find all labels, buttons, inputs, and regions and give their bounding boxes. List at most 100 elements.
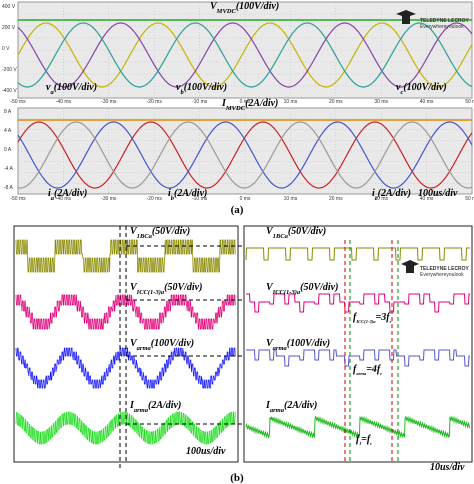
phase-voltage [17,22,473,88]
waveform-label: VICC(1-3)a(50V/div) [266,282,338,296]
x-tick-label: -40 ms [56,99,72,105]
label-part: (100V/div) [151,338,194,349]
x-tick-label: 50 ms [465,99,474,105]
label-part: (50V/div) [300,282,338,293]
waveform-label: VICC(1-3)a(50V/div) [130,282,202,296]
label-part: (2A/div) [284,400,317,411]
y-tick-label: -8 A [4,185,14,191]
label-part: I [221,98,227,109]
label-part: arma [356,371,367,376]
y-tick-label: 8 A [4,109,12,115]
x-tick-label: 0 ms [240,196,251,202]
phase-current [17,121,473,189]
label-part: arma [137,345,152,352]
label-part: f [353,364,358,375]
label-part: I [265,400,271,411]
brand: TELEDYNE LECROY [420,18,470,24]
waveform-label: farma=4fr [353,364,382,376]
x-tick-label: 40 ms [420,196,434,202]
label-part: =f [361,434,372,445]
y-tick-label: 200 V [2,25,16,31]
label-part: 10us/div [430,462,465,473]
label-part: ICC(1-3)a [355,319,376,324]
label-part: v [176,82,181,93]
label-part: i [48,188,51,199]
label-part: 1BCa [273,233,289,240]
wave-iarm-zoom [245,415,471,439]
label-part: (100V/div) [54,82,97,93]
y-tick-label: 0 V [2,46,10,52]
label-part: =3f [376,312,392,323]
waveform-label: 100us/div [186,446,226,457]
label-part: arma [134,407,149,414]
label-part: (100V/div) [184,82,227,93]
label-part: V [130,226,138,237]
x-tick-label: -50 ms [10,99,26,105]
waveform-label: VMVDC(100V/div) [210,1,279,15]
label-part: V [130,282,138,293]
x-tick-label: -50 ms [10,196,26,202]
waveform-label: 100us/div [418,188,458,199]
label-part: V [266,282,274,293]
label-part: V [130,338,138,349]
label-part: f [353,312,358,323]
label-part: i [168,188,171,199]
x-tick-label: -20 ms [147,196,163,202]
waveform-label: vc(100V/div) [396,82,447,96]
label-part: (50V/div) [152,226,190,237]
waveform-label: vb(100V/div) [176,82,227,96]
label-part: (100V/div) [403,82,446,93]
label-part: r [390,319,392,324]
tagline: Everywhereyoulook [420,24,464,30]
label-part: MVDC [225,105,246,112]
label-part: 100us/div [186,446,226,457]
label-part: a [51,195,55,202]
waveform-label: fI=fr [356,434,372,446]
wave-vicc-zoom [246,293,470,313]
label-part: f [356,434,361,445]
waveform-label: ic(2A/div) [372,188,411,202]
label-part: (2A/div) [54,188,87,199]
wave-v1bc-zoom [245,247,470,261]
label-part: c [375,195,378,202]
x-tick-label: 20 ms [329,99,343,105]
label-part: 100us/div [418,188,458,199]
tagline: Everywhereyoulook [420,272,464,278]
x-tick-label: -10 ms [192,196,208,202]
waveform-label: va(100V/div) [46,82,97,96]
label-part: (2A/div) [174,188,207,199]
x-tick-label: -20 ms [147,99,163,105]
caption: (a) [231,204,244,216]
label-part: 1BCa [137,233,153,240]
x-tick-label: -30 ms [101,196,117,202]
phase-voltage [17,22,473,88]
logo [396,10,416,24]
label-part: b [180,89,184,96]
label-part: ICC(1-3)a [136,289,165,296]
label-part: c [400,89,403,96]
y-tick-label: 4 A [4,128,12,134]
label-part: (2A/div) [378,188,411,199]
y-tick-label: -200 V [2,67,17,73]
brand: TELEDYNE LECROY [420,266,470,272]
waveform-label: V1BCa(50V/div) [266,226,326,240]
x-tick-label: 30 ms [374,99,388,105]
y-tick-label: -400 V [2,88,17,94]
x-tick-label: -40 ms [56,196,72,202]
waveform-label: fICC(1-3)a=3fr [353,312,392,324]
label-part: MVDC [216,8,237,15]
label-part: (50V/div) [164,282,202,293]
label-part: ICC(1-3)a [272,289,301,296]
label-part: (2A/div) [245,98,278,109]
x-tick-label: 0 ms [240,99,251,105]
label-part: I [129,400,135,411]
label-part: I [358,441,361,446]
x-tick-label: 10 ms [284,196,298,202]
waveform-label: V1BCa(50V/div) [130,226,190,240]
x-tick-label: 30 ms [374,196,388,202]
label-part: arma [273,345,288,352]
x-tick-label: 10 ms [284,99,298,105]
label-part: a [50,89,54,96]
